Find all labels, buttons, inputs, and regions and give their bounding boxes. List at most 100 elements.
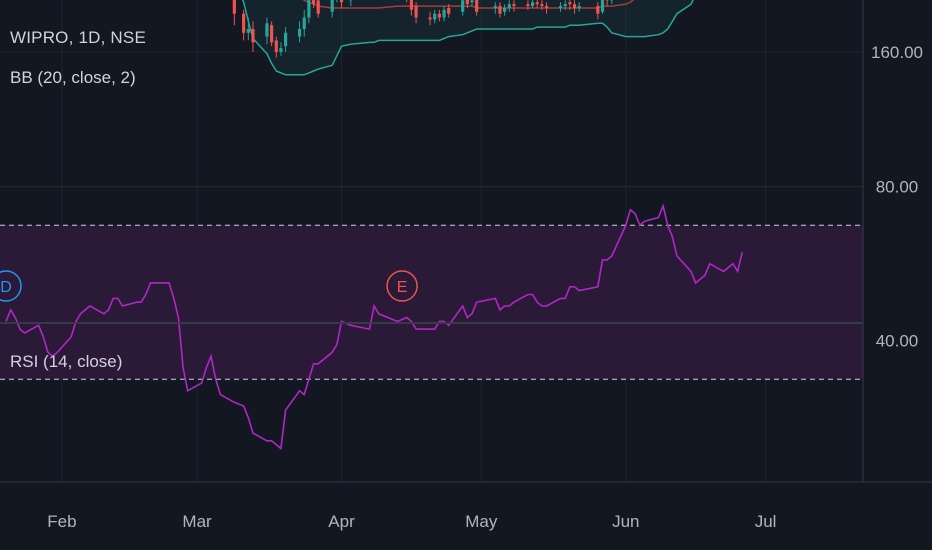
- candle: [284, 27, 288, 52]
- candle-body: [558, 6, 563, 8]
- candle-body: [297, 28, 302, 37]
- candle-body: [232, 0, 236, 14]
- candle: [433, 9, 437, 24]
- candle: [596, 2, 600, 20]
- candle-body: [563, 4, 567, 7]
- rsi-tick-label: 80.00: [876, 178, 919, 197]
- candle-body: [544, 6, 549, 8]
- candle-body: [526, 4, 530, 7]
- candle: [558, 2, 563, 12]
- candle-body: [339, 0, 344, 3]
- candle-body: [535, 2, 539, 5]
- candle: [414, 2, 418, 24]
- candle: [461, 0, 465, 16]
- candle-body: [577, 6, 581, 8]
- rsi-legend[interactable]: RSI (14, close): [10, 352, 123, 371]
- candle-body: [507, 4, 511, 8]
- candle: [302, 9, 306, 37]
- candle-body: [330, 0, 334, 12]
- candle: [339, 0, 344, 8]
- candle: [330, 0, 334, 18]
- axes: FebMarAprMayJunJul280.00240.00200.00160.…: [47, 43, 923, 531]
- candle-body: [600, 0, 605, 12]
- month-label: May: [465, 512, 498, 531]
- candle: [242, 9, 246, 41]
- candle-body: [251, 28, 255, 43]
- candle-body: [461, 0, 465, 12]
- event-marker[interactable]: D: [0, 270, 22, 302]
- candle: [605, 0, 609, 7]
- candle-body: [437, 13, 441, 18]
- candle-body: [246, 28, 250, 33]
- bb-band-fill: [242, 0, 694, 75]
- candle-body: [274, 40, 278, 52]
- month-label: Jul: [755, 512, 777, 531]
- candle: [297, 21, 302, 43]
- candle: [307, 0, 311, 24]
- candle: [610, 0, 614, 5]
- candle: [428, 11, 432, 26]
- month-label: Mar: [182, 512, 212, 531]
- candle: [535, 0, 539, 8]
- candle: [530, 0, 535, 8]
- candle-body: [503, 7, 507, 12]
- event-marker-label[interactable]: D: [0, 279, 12, 296]
- candle: [475, 0, 479, 16]
- candle: [447, 4, 451, 18]
- candle: [493, 2, 497, 14]
- candle-body: [442, 9, 446, 18]
- candle-body: [302, 17, 306, 29]
- candle: [470, 0, 474, 7]
- candle-body: [465, 0, 469, 5]
- event-marker-circle[interactable]: [0, 270, 22, 302]
- candle-body: [530, 2, 535, 7]
- candle-body: [284, 32, 288, 47]
- candle-body: [265, 23, 269, 37]
- bb-lower-line: [241, 0, 694, 76]
- month-label: Jun: [612, 512, 639, 531]
- candle: [503, 4, 507, 16]
- candlesticks: [232, 0, 614, 58]
- symbol-title: WIPRO, 1D, NSE: [10, 28, 146, 47]
- candle-body: [414, 6, 418, 18]
- bb-legend[interactable]: BB (20, close, 2): [10, 68, 136, 87]
- candle: [540, 0, 544, 10]
- candle: [265, 17, 269, 45]
- event-marker[interactable]: E: [386, 270, 418, 302]
- candle: [409, 0, 414, 16]
- candle-body: [568, 2, 572, 5]
- candle: [526, 0, 530, 10]
- candle: [442, 6, 446, 22]
- candle: [406, 0, 408, 3]
- bb-basis-line: [302, 0, 635, 9]
- candle-body: [307, 0, 311, 18]
- event-marker-circle[interactable]: [386, 270, 418, 302]
- candle: [563, 0, 567, 10]
- candle-body: [316, 0, 320, 14]
- month-label: Feb: [47, 512, 76, 531]
- candle-body: [279, 48, 283, 52]
- candle: [274, 36, 278, 58]
- candle: [251, 21, 255, 52]
- candle-body: [475, 0, 479, 12]
- candle: [498, 2, 502, 18]
- rsi-panel: [0, 203, 863, 451]
- candle: [437, 9, 441, 22]
- candle: [311, 0, 316, 8]
- candle: [465, 0, 469, 8]
- candle-body: [447, 7, 451, 14]
- rsi-line: [5, 203, 744, 451]
- event-marker-label[interactable]: E: [397, 279, 408, 296]
- candle-body: [311, 0, 316, 5]
- candle-body: [540, 4, 544, 7]
- candle-body: [493, 6, 497, 8]
- candle: [232, 0, 236, 26]
- candle-body: [433, 13, 437, 20]
- candle-body: [409, 0, 414, 10]
- candle: [507, 0, 511, 12]
- candle-body: [596, 6, 600, 14]
- bollinger-bands: [241, 0, 694, 76]
- month-label: Apr: [328, 512, 355, 531]
